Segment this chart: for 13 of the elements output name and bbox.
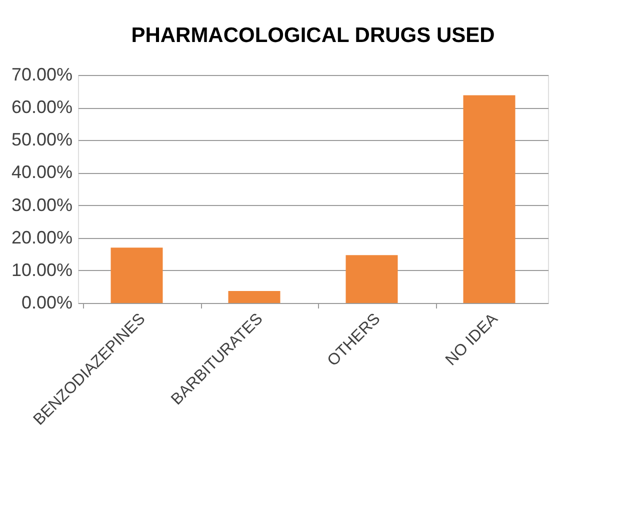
- y-tick-label: 10.00%: [11, 260, 72, 280]
- y-tick-label: 30.00%: [11, 194, 72, 215]
- chart-title: PHARMACOLOGICAL DRUGS USED: [131, 24, 495, 47]
- y-tick-label: 60.00%: [11, 97, 72, 118]
- bar: [463, 95, 516, 303]
- bar: [110, 248, 163, 303]
- bar: [346, 255, 398, 303]
- y-tick-label: 0.00%: [21, 292, 72, 312]
- y-tick-label: 40.00%: [11, 162, 72, 182]
- y-tick-label: 70.00%: [11, 64, 72, 84]
- y-tick-label: 20.00%: [11, 227, 72, 248]
- y-tick-label: 50.00%: [11, 130, 72, 150]
- bar: [228, 290, 280, 303]
